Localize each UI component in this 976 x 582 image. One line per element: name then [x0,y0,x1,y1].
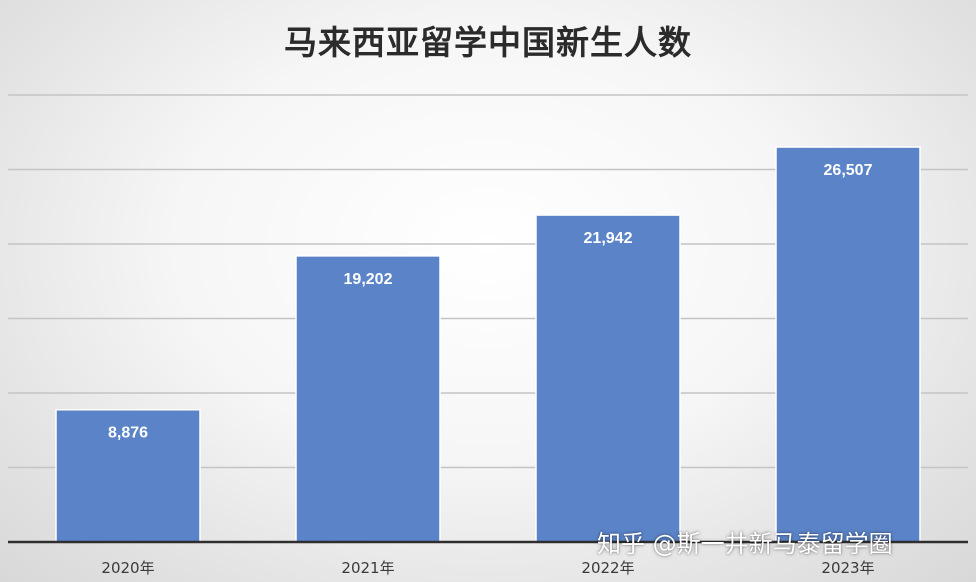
data-label-2: 21,942 [584,230,633,247]
x-tick-label-2: 2022年 [581,559,634,577]
x-tick-label-0: 2020年 [101,559,154,577]
watermark: 知乎 @斯一井新马泰留学圈 [597,530,893,558]
bar-2 [535,214,681,543]
data-label-3: 26,507 [824,162,873,179]
data-label-0: 8,876 [108,425,148,442]
x-tick-labels: 2020年 2021年 2022年 2023年 [101,559,874,577]
bar-3 [775,146,921,543]
chart-title: 马来西亚留学中国新生人数 [284,23,692,62]
data-labels: 8,876 19,202 21,942 26,507 [108,162,873,442]
bar-0 [55,408,201,543]
x-tick-label-1: 2021年 [341,559,394,577]
bar-1 [295,255,441,543]
data-label-1: 19,202 [344,271,393,288]
x-tick-label-3: 2023年 [821,559,874,577]
bars [55,146,921,543]
